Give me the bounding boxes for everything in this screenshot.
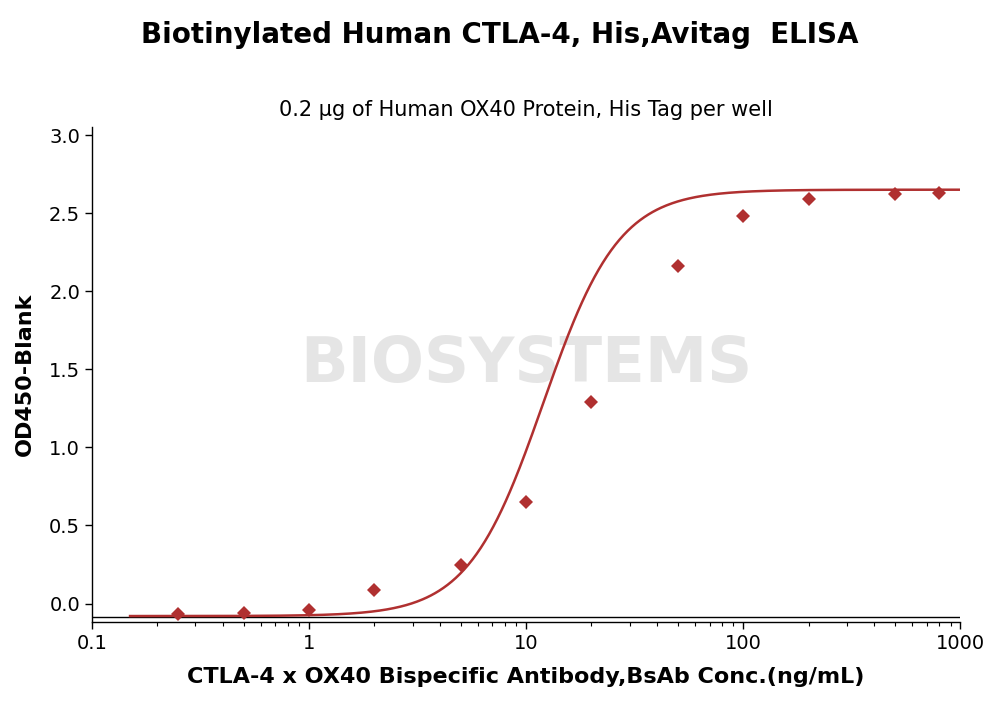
Text: Biotinylated Human CTLA-4, His,Avitag  ELISA: Biotinylated Human CTLA-4, His,Avitag EL… xyxy=(141,21,859,49)
X-axis label: CTLA-4 x OX40 Bispecific Antibody,BsAb Conc.(ng/mL): CTLA-4 x OX40 Bispecific Antibody,BsAb C… xyxy=(187,667,865,687)
Text: BIOSYSTEMS: BIOSYSTEMS xyxy=(300,335,752,395)
Y-axis label: OD450-Blank: OD450-Blank xyxy=(15,293,35,456)
Title: 0.2 μg of Human OX40 Protein, His Tag per well: 0.2 μg of Human OX40 Protein, His Tag pe… xyxy=(279,100,773,120)
